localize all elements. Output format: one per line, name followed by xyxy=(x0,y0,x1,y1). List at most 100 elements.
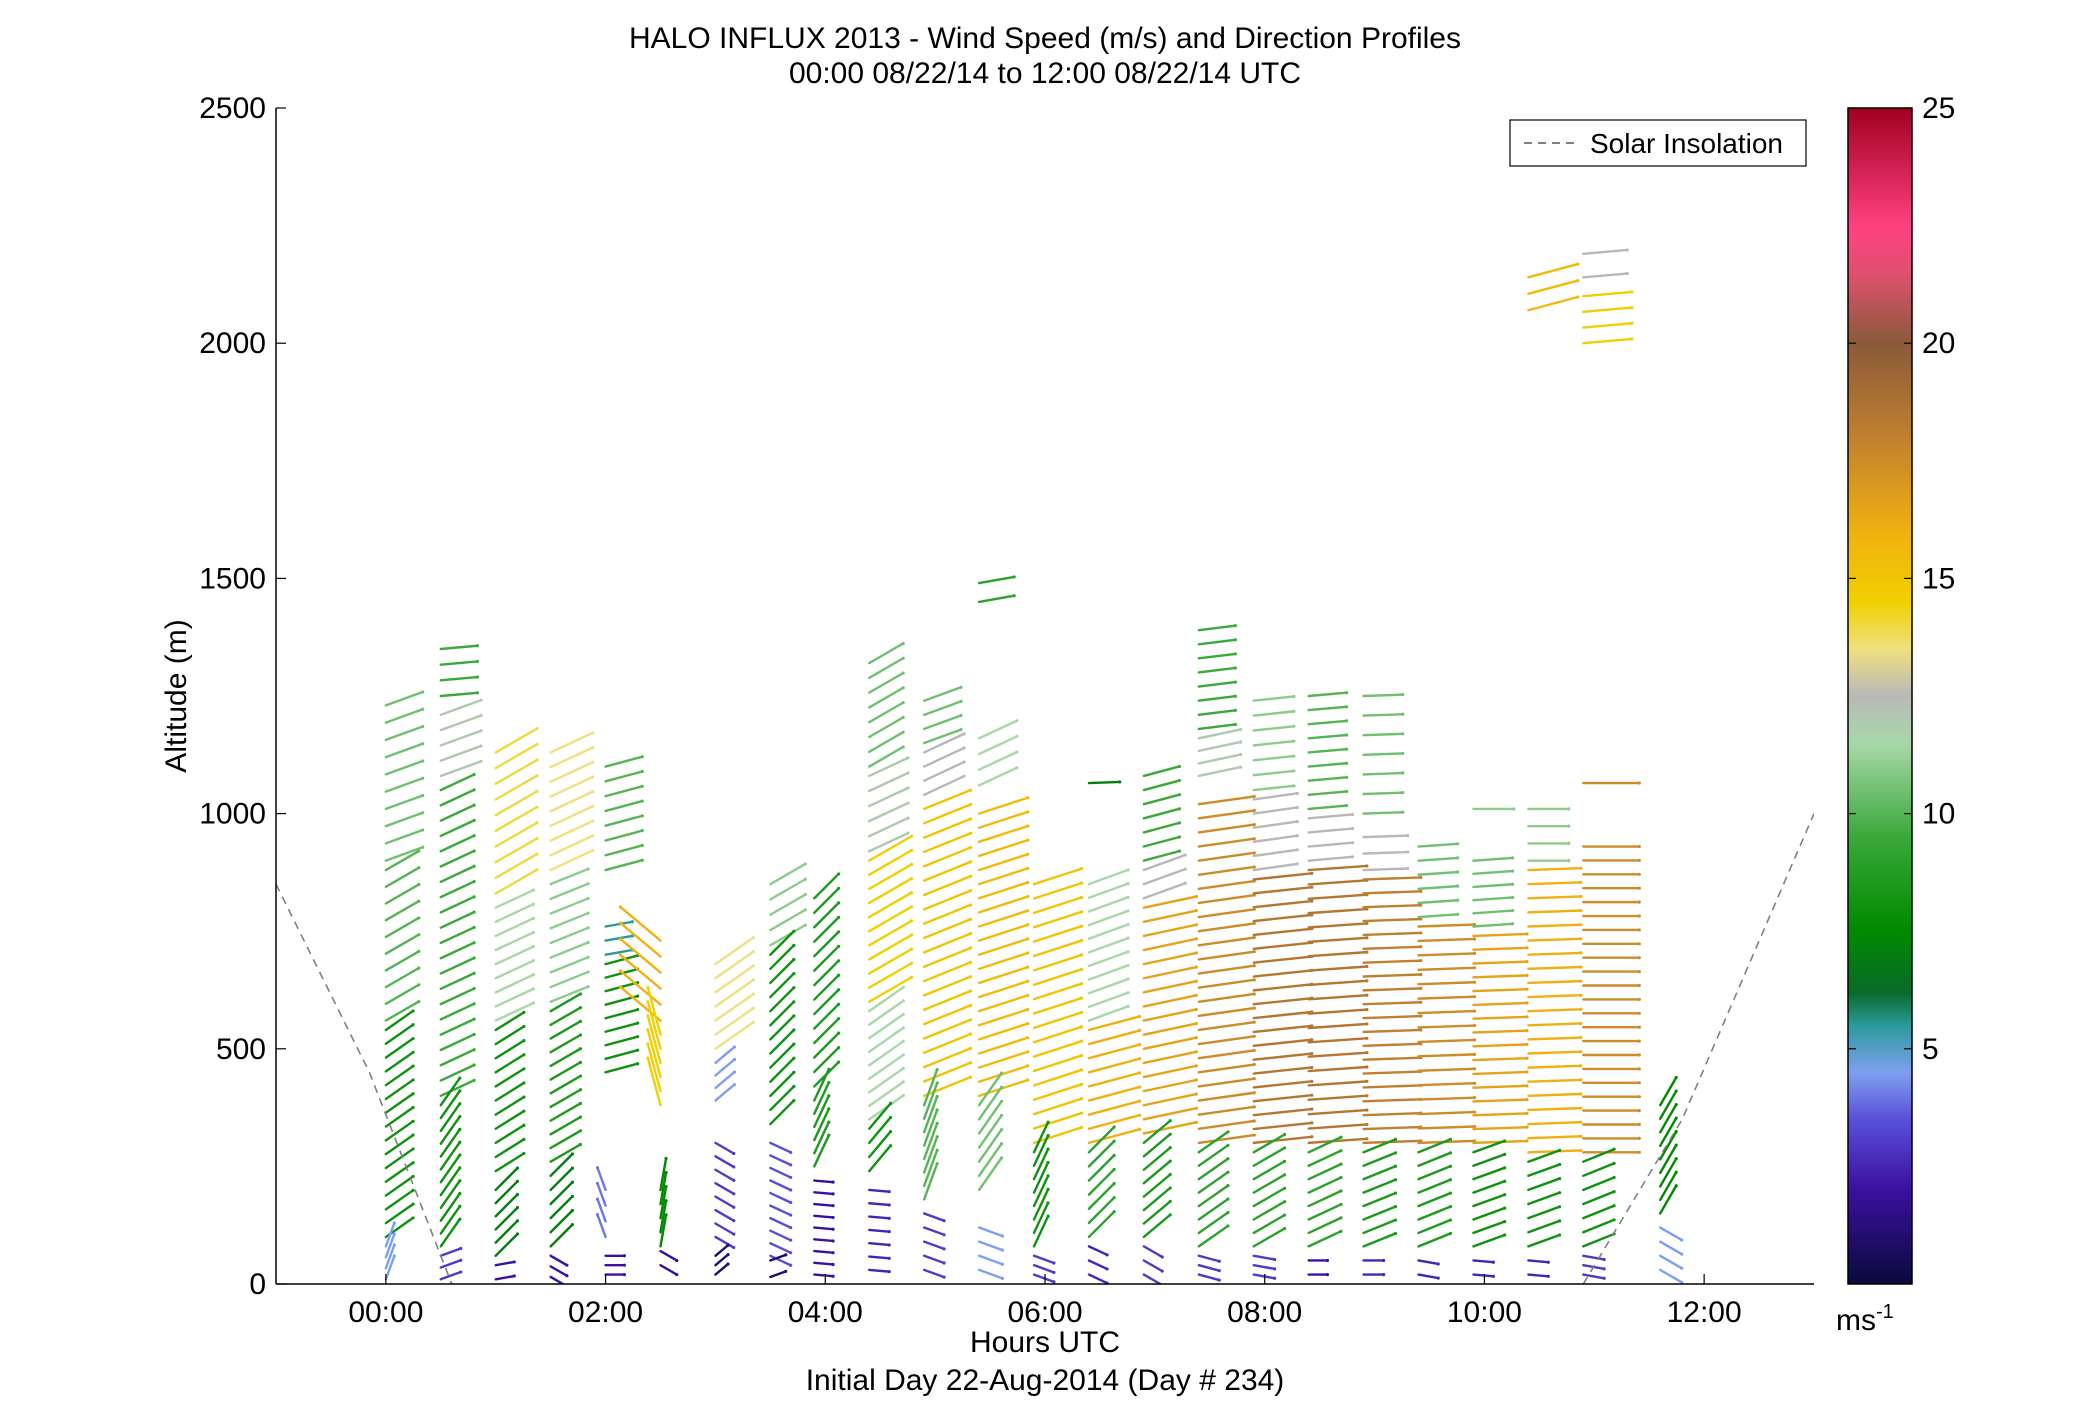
wind-barb-tip xyxy=(831,1251,835,1255)
wind-barb-tip xyxy=(837,872,841,876)
wind-barb xyxy=(1142,882,1187,900)
wind-barb xyxy=(604,844,644,857)
wind-barb-tip xyxy=(458,1114,462,1119)
wind-barb xyxy=(813,1238,835,1243)
wind-barb-tip xyxy=(1000,1276,1004,1280)
wind-barb xyxy=(1032,939,1083,958)
wind-barb-tip xyxy=(458,1140,462,1144)
wind-barb xyxy=(1252,1146,1286,1167)
wind-barb xyxy=(922,961,972,983)
wind-barb xyxy=(1142,1050,1198,1065)
wind-barb-tip xyxy=(472,1032,476,1037)
wind-barb-tip xyxy=(999,1156,1004,1160)
wind-barb-tip xyxy=(392,1221,396,1225)
wind-barb xyxy=(813,872,840,900)
wind-barb-tip xyxy=(1419,931,1423,935)
wind-barb-tip xyxy=(1680,1252,1684,1256)
wind-barb xyxy=(977,1050,1029,1069)
wind-barb xyxy=(1417,1138,1452,1154)
wind-barb xyxy=(1087,1273,1109,1284)
wind-barb-tip xyxy=(1339,1189,1343,1193)
wind-barb xyxy=(1362,791,1404,796)
wind-barb xyxy=(1417,1259,1440,1266)
wind-barb xyxy=(619,905,662,942)
y-tick-label: 1000 xyxy=(199,798,266,831)
wind-barb-tip xyxy=(618,921,622,925)
wind-barb-tip xyxy=(1393,1191,1398,1195)
wind-barb xyxy=(813,1191,835,1196)
wind-barb xyxy=(813,1226,835,1231)
wind-barb xyxy=(1307,733,1348,740)
wind-barb xyxy=(1417,1009,1476,1015)
wind-barb-tip xyxy=(411,1105,415,1110)
wind-barb-tip xyxy=(421,707,425,711)
wind-barb-tip xyxy=(1674,1089,1678,1093)
wind-barb xyxy=(922,803,972,825)
wind-barb-tip xyxy=(1344,691,1349,695)
wind-barb-tip xyxy=(1183,881,1187,885)
wind-barb-tip xyxy=(726,1253,730,1257)
wind-barb xyxy=(549,1074,582,1095)
wind-barb xyxy=(439,926,476,945)
wind-barb xyxy=(1252,725,1296,732)
wind-barb-tip xyxy=(789,1188,793,1192)
wind-barb xyxy=(494,903,535,923)
wind-barb xyxy=(1472,1153,1506,1167)
wind-barb-tip xyxy=(999,1142,1004,1146)
wind-barb-tip xyxy=(646,1028,650,1032)
wind-barb xyxy=(977,1254,1004,1266)
wind-barb xyxy=(549,1275,566,1284)
wind-barb xyxy=(922,746,966,768)
wind-barb xyxy=(977,838,1029,858)
wind-barb xyxy=(659,1157,668,1192)
wind-barb-tip xyxy=(1602,1267,1606,1271)
wind-barb-tip xyxy=(935,1094,939,1099)
wind-barb xyxy=(868,1067,905,1094)
wind-barb xyxy=(1197,922,1256,933)
wind-barb-tip xyxy=(837,901,841,905)
wind-barb xyxy=(977,1100,1003,1135)
wind-barb-tip xyxy=(1637,844,1641,849)
wind-barb xyxy=(922,1018,972,1040)
wind-barb-tip xyxy=(531,987,536,991)
wind-barb-tip xyxy=(578,1047,583,1051)
wind-barb xyxy=(977,1128,1003,1163)
wind-barb-tip xyxy=(959,713,963,718)
wind-barb xyxy=(1527,979,1582,985)
wind-barb-tip xyxy=(1194,894,1198,899)
wind-barb-tip xyxy=(1177,778,1182,783)
wind-barb-tip xyxy=(1295,862,1299,866)
wind-barb-tip xyxy=(1579,1106,1583,1110)
wind-barb xyxy=(977,719,1018,740)
wind-barb-tip xyxy=(935,1135,939,1139)
wind-barb xyxy=(494,727,539,754)
wind-barb xyxy=(1087,1125,1116,1154)
wind-barb xyxy=(1582,272,1629,279)
wind-barb-tip xyxy=(827,1120,831,1124)
wind-barb xyxy=(868,1242,891,1247)
wind-barb xyxy=(1252,1133,1286,1154)
wind-barb xyxy=(868,716,905,739)
wind-barb xyxy=(977,1064,1029,1083)
wind-barb-tip xyxy=(411,1133,415,1137)
wind-barb-tip xyxy=(1079,938,1084,943)
y-tick-label: 2500 xyxy=(199,92,266,125)
wind-barb xyxy=(769,1166,792,1179)
wind-barb-tip xyxy=(458,1217,462,1221)
wind-barb-tip xyxy=(837,1060,841,1064)
wind-barb xyxy=(977,1240,1004,1252)
wind-barb-tip xyxy=(968,1046,973,1051)
wind-barb-tip xyxy=(417,999,421,1004)
wind-barb-tip xyxy=(515,1179,520,1183)
wind-barb xyxy=(659,1185,668,1220)
wind-barb xyxy=(813,1134,831,1168)
wind-barb xyxy=(384,742,424,759)
wind-barb-tip xyxy=(522,1081,526,1085)
wind-barb-tip xyxy=(1046,1120,1050,1124)
wind-barb xyxy=(977,1071,1003,1107)
wind-barb xyxy=(977,575,1016,585)
wind-barb-tip xyxy=(968,946,973,950)
wind-barb xyxy=(494,1180,519,1205)
wind-barb-tip xyxy=(472,1002,476,1006)
wind-barb-tip xyxy=(1448,1178,1453,1182)
